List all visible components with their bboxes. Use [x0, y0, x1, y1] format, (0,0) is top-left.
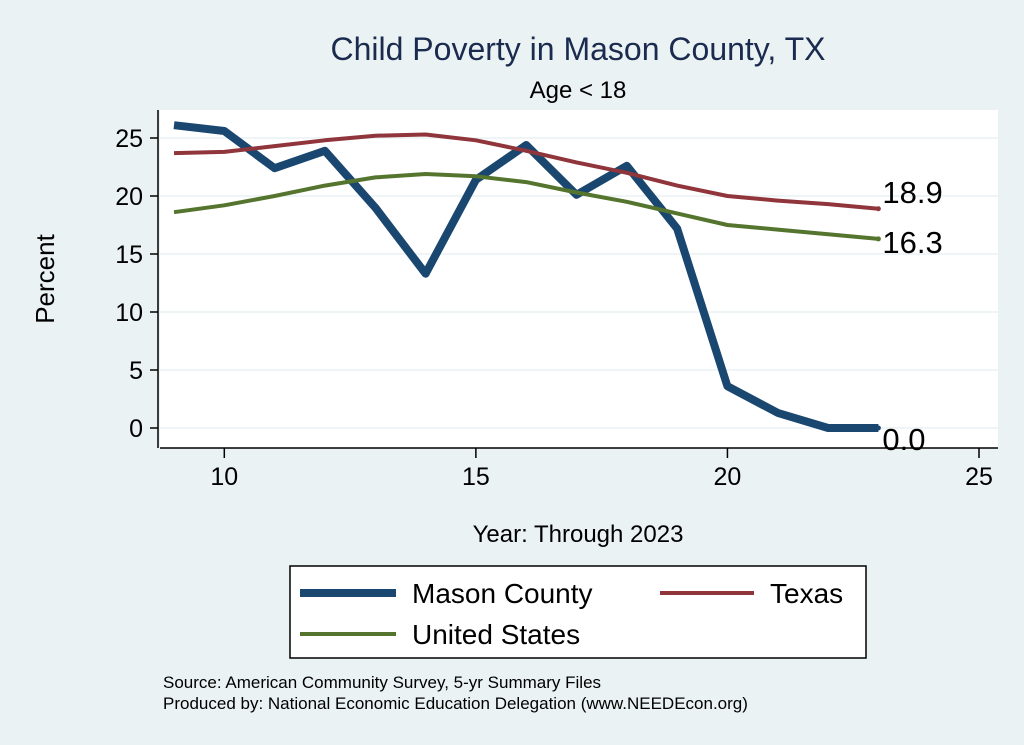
series-lines: [173, 121, 881, 432]
chart-subtitle: Age < 18: [530, 77, 627, 104]
x-tick-label: 25: [965, 463, 993, 491]
y-tick-label: 5: [129, 357, 143, 385]
end-label-united-states: 16.3: [882, 225, 942, 260]
y-tick-label: 25: [115, 125, 143, 153]
series-end-point: [875, 425, 881, 431]
end-labels: 0.0 18.9 16.3: [882, 175, 942, 457]
x-tick-label: 15: [462, 463, 490, 491]
y-tick-label: 10: [115, 299, 143, 327]
grid-lines: [160, 137, 998, 429]
series-line-texas: [173, 132, 879, 211]
legend-label: Texas: [770, 578, 843, 609]
end-label-mason-county: 0.0: [882, 422, 925, 457]
y-tick-label: 15: [115, 241, 143, 269]
chart-title: Child Poverty in Mason County, TX: [330, 31, 825, 67]
legend-box: [289, 565, 867, 659]
y-axis-label: Percent: [30, 233, 60, 323]
y-tick-label: 20: [115, 183, 143, 211]
x-tick-label: 20: [714, 463, 742, 491]
axes: 0 5 10 15 20 25 10 15 20 25: [115, 110, 998, 491]
plot-area: [160, 110, 998, 448]
end-label-texas: 18.9: [882, 175, 942, 210]
x-tick-label: 10: [210, 463, 238, 491]
series-line-united-states: [173, 172, 879, 241]
x-axis-label: Year: Through 2023: [473, 521, 684, 548]
legend-label: United States: [412, 619, 580, 650]
legend-label: Mason County: [412, 578, 593, 609]
series-end-point: [875, 236, 881, 242]
footer-source: Source: American Community Survey, 5-yr …: [163, 673, 601, 692]
series-line-mason-county: [173, 121, 879, 432]
footer-produced-by: Produced by: National Economic Education…: [163, 694, 748, 713]
legend: Mason County Texas United States: [289, 565, 867, 659]
y-tick-label: 0: [129, 415, 143, 443]
series-end-point: [875, 206, 881, 212]
